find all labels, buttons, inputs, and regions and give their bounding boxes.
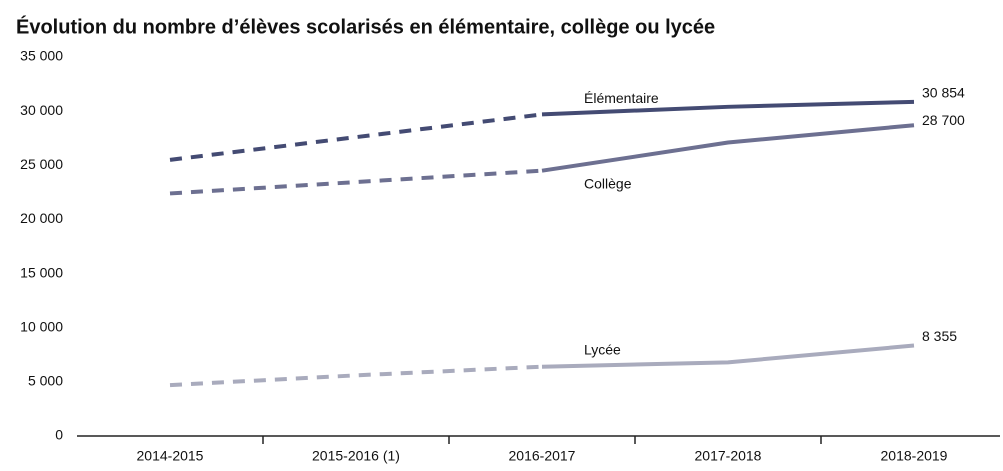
line-dashed [169, 112, 543, 162]
value-label: 30 854 [922, 85, 965, 101]
line [541, 123, 915, 173]
y-tick-label: 25 000 [20, 156, 63, 172]
y-tick-label: 20 000 [20, 210, 63, 226]
series-label: Collège [584, 175, 632, 191]
line [541, 99, 915, 117]
y-tick-label: 5 000 [28, 373, 63, 389]
y-tick-label: 15 000 [20, 264, 63, 280]
value-label: 28 700 [922, 112, 965, 128]
series-label: Lycée [584, 341, 621, 357]
x-tick-label: 2015-2016 (1) [312, 448, 400, 464]
value-label: 8 355 [922, 328, 957, 344]
x-tick-label: 2014-2015 [137, 448, 204, 464]
chart-title: Évolution du nombre d’élèves scolarisés … [16, 15, 715, 38]
line-dashed [169, 168, 543, 196]
y-tick-label: 30 000 [20, 102, 63, 118]
x-tick-label: 2016-2017 [509, 448, 576, 464]
line-dashed [169, 364, 543, 388]
y-tick-label: 35 000 [20, 48, 63, 64]
x-tick-label: 2017-2018 [695, 448, 762, 464]
x-tick-label: 2018-2019 [881, 448, 948, 464]
y-tick-label: 10 000 [20, 318, 63, 334]
series-label: Élémentaire [584, 90, 659, 106]
y-tick-label: 0 [55, 427, 63, 443]
line [541, 343, 915, 369]
